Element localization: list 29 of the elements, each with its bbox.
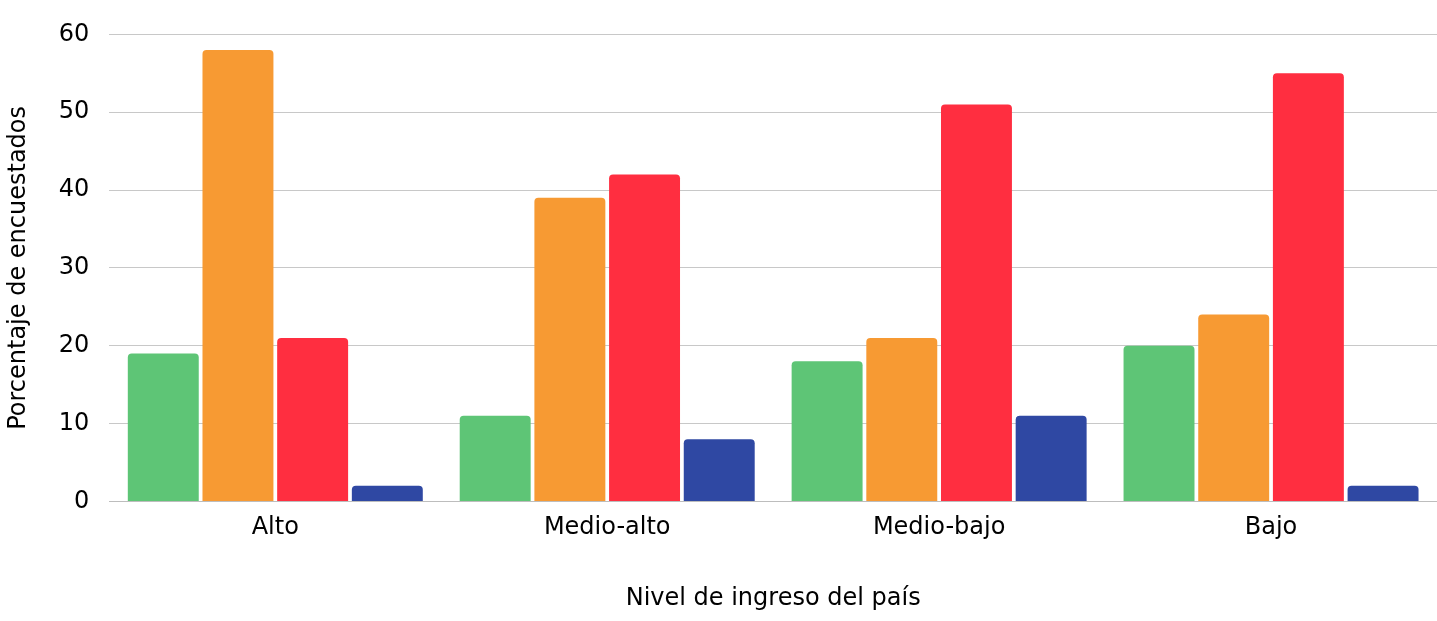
bar <box>459 415 531 501</box>
bar <box>277 337 349 501</box>
x-tick-label: Alto <box>251 512 299 541</box>
bar <box>1272 73 1344 501</box>
y-tick-label: 40 <box>58 174 90 203</box>
bar <box>534 197 606 501</box>
bar <box>1198 314 1270 501</box>
y-tick-label: 50 <box>58 96 90 125</box>
y-tick-label: 0 <box>74 485 90 514</box>
y-tick-label: 10 <box>58 407 90 436</box>
x-tick-label: Medio-alto <box>543 512 671 541</box>
y-tick-label: 30 <box>58 252 90 281</box>
bar <box>683 439 755 501</box>
bar <box>791 361 863 501</box>
bar <box>609 174 681 501</box>
bar <box>351 485 423 501</box>
bar <box>1123 345 1195 501</box>
x-tick-label: Medio-bajo <box>872 512 1006 541</box>
x-axis-title: Nivel de ingreso del país <box>625 582 921 611</box>
y-tick-label: 20 <box>58 329 90 358</box>
y-tick-label: 60 <box>58 18 90 47</box>
x-tick-label: Bajo <box>1244 512 1298 541</box>
bar <box>866 337 938 501</box>
bar <box>1347 485 1419 501</box>
bar <box>202 49 274 501</box>
y-axis-title: Porcentaje de encuestados <box>2 105 31 430</box>
bar <box>127 353 199 501</box>
bar <box>940 104 1012 501</box>
bar <box>1015 415 1087 501</box>
